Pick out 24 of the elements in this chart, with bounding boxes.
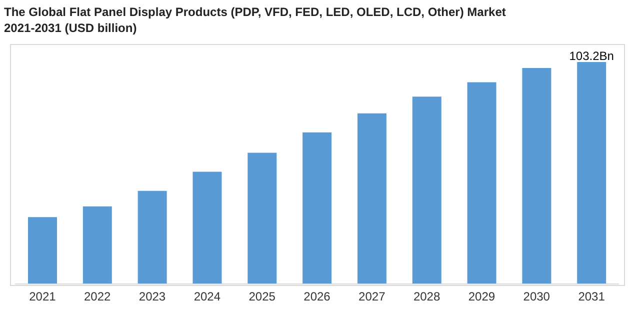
bar (248, 152, 277, 284)
bar (82, 206, 112, 284)
x-tick-label: 2027 (358, 290, 386, 304)
bar (357, 113, 386, 284)
x-tick-label: 2031 (578, 290, 606, 304)
bar (28, 217, 57, 284)
bar (577, 62, 606, 284)
bar (467, 82, 496, 284)
data-label: 103.2Bn (569, 49, 614, 63)
chart-title: The Global Flat Panel Display Products (PDP, VFD, FED, LED, OLED, LCD, Other) Market 2021-2031 (USD billion) (4, 4, 507, 36)
bar (192, 172, 222, 284)
x-tick-label: 2024 (194, 290, 221, 304)
bar (412, 96, 442, 284)
x-tick-label: 2030 (523, 290, 550, 304)
x-tick-label: 2023 (138, 290, 166, 304)
x-tick-label: 2026 (304, 290, 331, 304)
x-tick-label: 2021 (29, 290, 56, 304)
x-tick-label: 2022 (84, 290, 112, 304)
bar (522, 68, 552, 284)
x-tick-label: 2029 (468, 290, 496, 304)
x-tick-label: 2028 (413, 290, 440, 304)
bar (138, 190, 167, 284)
bar (302, 132, 332, 284)
x-tick-label: 2025 (248, 290, 276, 304)
